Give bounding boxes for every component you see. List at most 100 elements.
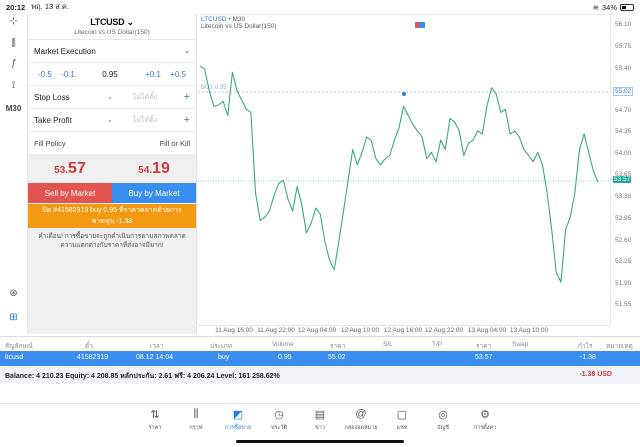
column-header[interactable]: Swap: [512, 341, 529, 348]
tab-label: การซื้อขาย: [224, 425, 252, 431]
ask-price-prefix: 54.: [138, 165, 153, 176]
new-order-icon[interactable]: ⊞: [9, 312, 18, 323]
tab-chat[interactable]: ▢ แชท: [382, 408, 422, 432]
price-chart[interactable]: LTCUSD • M30 Litecoin vs US Dollar(150) …: [198, 14, 610, 325]
price-tick: 52.60: [615, 237, 632, 244]
chart-symbol[interactable]: LTCUSD: [201, 16, 227, 23]
volume-minus-0.1-button[interactable]: -0.1: [61, 69, 75, 79]
volume-stepper: -0.5 -0.1 0.95 +0.1 +0.5: [28, 63, 196, 86]
chart-title: LTCUSD • M30 Litecoin vs US Dollar(150): [201, 16, 277, 30]
wifi-icon: ≋: [592, 2, 599, 12]
price-tick: 53.30: [615, 193, 632, 200]
mailbox-icon: @: [355, 408, 367, 420]
quotes-icon: ⇅: [150, 409, 160, 421]
column-header[interactable]: สัญลักษณ์: [5, 343, 33, 350]
price-series: [199, 65, 599, 283]
time-tick: 13 Aug 04:00: [467, 327, 507, 334]
trade-icon: ◩: [232, 409, 244, 421]
fill-policy-row[interactable]: Fill Policy Fill or Kill: [28, 132, 196, 155]
take-profit-input[interactable]: ไม่ได้ตั้ง: [132, 116, 158, 124]
one-click-trading-icon[interactable]: [415, 22, 425, 28]
column-header[interactable]: ตั๋ว: [85, 343, 93, 350]
table-row[interactable]: ltcusd 41582319 08.12 14:04 buy 0.95 55.…: [0, 351, 640, 366]
tab-label: ราคา: [148, 425, 162, 431]
price-display: 53.57 54.19: [28, 155, 196, 183]
tab-mailbox[interactable]: @ กล่องจดหมาย: [341, 408, 381, 432]
candlestick-icon[interactable]: ⫼: [11, 38, 16, 49]
tab-quotes[interactable]: ⇅ ราคา: [135, 408, 175, 432]
function-icon[interactable]: ƒ: [10, 58, 17, 69]
column-header[interactable]: S/L: [383, 341, 393, 348]
tab-history[interactable]: ◷ ประวัติ: [259, 408, 299, 432]
column-header[interactable]: ราคา: [330, 343, 346, 350]
balance-summary: Balance: 4 210.23 Equity: 4 208.85 หลักป…: [5, 373, 280, 380]
column-header[interactable]: ประเภท: [210, 343, 232, 350]
stop-loss-plus-button[interactable]: +: [183, 91, 190, 103]
account-summary: Balance: 4 210.23 Equity: 4 208.85 หลักป…: [0, 366, 640, 384]
column-header[interactable]: Volume: [272, 341, 294, 348]
account-icon: ◎: [438, 409, 448, 421]
bid-price-pips: 57: [68, 160, 86, 177]
tab-trade[interactable]: ◩ การซื้อขาย: [218, 408, 258, 432]
tab-label: การตั้งค่า: [473, 425, 497, 431]
warning-line2: ความแตกต่างกับราคาที่ส่งอาจมีมาก!: [60, 242, 164, 249]
column-header[interactable]: หมายเหตุ: [606, 343, 633, 350]
symbol-selector[interactable]: LTCUSD ⌄ Litecoin vs US Dollar(150): [28, 14, 196, 40]
stop-loss-minus-button[interactable]: -: [108, 92, 112, 102]
tab-account[interactable]: ◎ บัญชี: [423, 408, 463, 432]
chat-icon: ▢: [396, 409, 408, 421]
timeframe-button[interactable]: M30: [5, 104, 22, 113]
date: พฤ. 13 ส.ค.: [31, 2, 70, 11]
chevron-down-icon: ⌄: [184, 48, 190, 55]
stop-loss-input[interactable]: ไม่ได้ตั้ง: [132, 93, 158, 101]
price-tick: 56.10: [615, 21, 632, 28]
price-tick: 55.75: [615, 43, 632, 50]
price-tick: 51.90: [615, 280, 632, 287]
tab-settings[interactable]: ⚙ การตั้งค่า: [465, 408, 505, 432]
volume-input[interactable]: 0.95: [102, 69, 118, 79]
price-tick: 54.70: [615, 107, 632, 114]
fill-policy-value: Fill or Kill: [159, 138, 190, 148]
tab-news[interactable]: ▤ ข่าว: [300, 408, 340, 432]
crosshair-icon[interactable]: ⊹: [9, 16, 18, 27]
take-profit-plus-button[interactable]: +: [183, 114, 190, 126]
bid-price-tag: 53.57: [613, 176, 632, 183]
close-position-line2: ขาดทุน -1.38: [91, 218, 133, 225]
column-header[interactable]: เวลา: [150, 343, 164, 350]
column-header[interactable]: กำไร: [578, 343, 593, 350]
column-header[interactable]: T/P: [432, 341, 443, 348]
time-tick: 12 Aug 10:00: [340, 327, 380, 334]
tab-label: ประวัติ: [270, 425, 288, 431]
time-axis: 11 Aug 16:00 11 Aug 22:00 12 Aug 04:00 12 A…: [198, 325, 610, 336]
time-tick: 11 Aug 16:00: [215, 327, 253, 334]
sell-by-market-button[interactable]: Sell by Market: [28, 183, 112, 203]
buy-line-label: BUY 0.95: [201, 85, 227, 91]
settings-icon: ⚙: [480, 409, 490, 421]
positions-table-header: สัญลักษณ์ ตั๋ว เวลา ประเภท Volume ราคา S/L T/P ร…: [0, 336, 640, 351]
volume-minus-0.5-button[interactable]: -0.5: [38, 69, 52, 79]
buy-price-tag: 55.02: [613, 87, 634, 96]
price-axis: 56.10 55.75 55.40 54.70 54.35 54.00 53.65 53.30…: [610, 14, 640, 325]
price-tick: 51.55: [615, 301, 632, 308]
price-tick: 54.35: [615, 128, 632, 135]
tab-label: แชท: [396, 425, 408, 431]
battery-icon: [620, 3, 634, 11]
buy-by-market-button[interactable]: Buy by Market: [112, 183, 196, 203]
close-position-button[interactable]: ปิด #41582319 buy 0.95 ที่ราคาตลาดด้วยกา…: [28, 204, 196, 228]
price-tick: 55.40: [615, 65, 632, 72]
time-tick: 11 Aug 22:00: [257, 327, 295, 334]
tab-chart[interactable]: ⫼ กราฟ: [176, 408, 216, 432]
chart-search-icon[interactable]: ⊛: [9, 288, 18, 299]
volume-plus-0.5-button[interactable]: +0.5: [170, 69, 186, 79]
tab-label: ข่าว: [315, 425, 325, 431]
execution-type-select[interactable]: Market Execution ⌄: [28, 40, 196, 63]
bid-price-prefix: 53.: [54, 165, 69, 176]
volume-plus-0.1-button[interactable]: +0.1: [145, 69, 161, 79]
cell-symbol: ltcusd: [5, 354, 24, 361]
price-tick: 54.00: [615, 150, 632, 157]
objects-icon[interactable]: ⟟: [11, 80, 16, 91]
chevron-down-icon: ⌄: [126, 17, 134, 27]
take-profit-minus-button[interactable]: -: [108, 115, 112, 125]
column-header[interactable]: ราคา: [476, 343, 492, 350]
fill-policy-label: Fill Policy: [34, 138, 66, 148]
